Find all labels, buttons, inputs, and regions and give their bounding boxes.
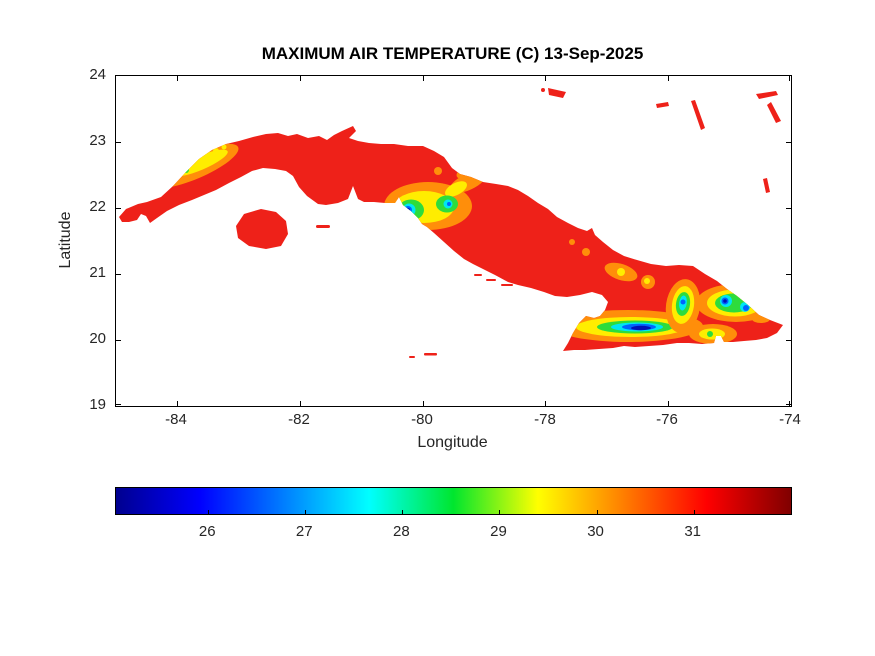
y-tick-label: 23 xyxy=(89,132,106,149)
colorbar-tick xyxy=(305,510,307,514)
x-axis-tick xyxy=(300,401,301,406)
colorbar-tick xyxy=(402,510,404,514)
y-axis-tick-right xyxy=(786,404,791,405)
colorbar-tick xyxy=(208,510,210,514)
plot-area xyxy=(115,75,792,407)
chart-title: MAXIMUM AIR TEMPERATURE (C) 13-Sep-2025 xyxy=(261,44,644,63)
cayman-islet xyxy=(409,356,415,358)
cayo-largo xyxy=(316,225,330,228)
cayman-islet xyxy=(424,353,437,356)
jardines-cay xyxy=(474,274,482,276)
y-axis-tick-right xyxy=(786,208,791,209)
y-tick-label: 22 xyxy=(89,198,106,215)
x-axis-tick xyxy=(545,401,546,406)
colorbar-tick-label: 30 xyxy=(587,523,604,540)
cuba-landmass xyxy=(119,126,783,358)
y-axis-tick-right xyxy=(786,340,791,341)
x-tick-label: -78 xyxy=(534,411,556,428)
x-tick-label: -80 xyxy=(411,411,433,428)
neighboring-islands xyxy=(541,88,781,193)
x-axis-label: Longitude xyxy=(417,434,488,451)
x-axis-tick-top xyxy=(789,76,790,81)
colorbar-tick xyxy=(499,510,501,514)
y-axis-tick-right xyxy=(786,274,791,275)
cuba-map-svg xyxy=(119,88,783,358)
y-tick-label: 20 xyxy=(89,330,106,347)
y-axis-tick xyxy=(116,340,121,341)
y-axis-tick-right xyxy=(786,142,791,143)
isla-de-la-juventud xyxy=(236,209,288,249)
x-axis-tick xyxy=(668,401,669,406)
y-axis-tick xyxy=(116,142,121,143)
jardines-cay xyxy=(501,284,513,286)
x-axis-tick-top xyxy=(545,76,546,81)
y-axis-tick xyxy=(116,208,121,209)
y-tick-label: 24 xyxy=(89,66,106,83)
colorbar-tick-label: 28 xyxy=(393,523,410,540)
colorbar-tick xyxy=(693,510,695,514)
x-axis-tick xyxy=(789,401,790,406)
colorbar-tick xyxy=(596,510,598,514)
y-axis-tick xyxy=(116,404,121,405)
y-axis-tick xyxy=(116,274,121,275)
x-axis-tick xyxy=(177,401,178,406)
x-axis-tick-top xyxy=(177,76,178,81)
x-tick-label: -74 xyxy=(779,411,801,428)
x-axis-tick xyxy=(423,401,424,406)
colorbar-tick-label: 27 xyxy=(295,523,313,540)
colorbar-tick-labels: 26 27 28 29 30 31 xyxy=(115,523,790,543)
jardines-cay xyxy=(486,279,496,281)
y-tick-label: 21 xyxy=(89,264,106,281)
x-tick-label: -84 xyxy=(165,411,187,428)
colorbar-tick-label: 26 xyxy=(198,523,216,540)
x-tick-label: -76 xyxy=(656,411,678,428)
y-tick-label: 19 xyxy=(89,396,106,413)
x-tick-label: -82 xyxy=(288,411,310,428)
colorbar-tick-label: 29 xyxy=(490,523,507,540)
x-axis-tick-top xyxy=(668,76,669,81)
x-axis-tick-top xyxy=(423,76,424,81)
colorbar-tick-label: 31 xyxy=(684,523,701,540)
x-axis-tick-top xyxy=(300,76,301,81)
y-axis-label: Latitude xyxy=(57,211,74,269)
colorbar xyxy=(115,487,792,515)
